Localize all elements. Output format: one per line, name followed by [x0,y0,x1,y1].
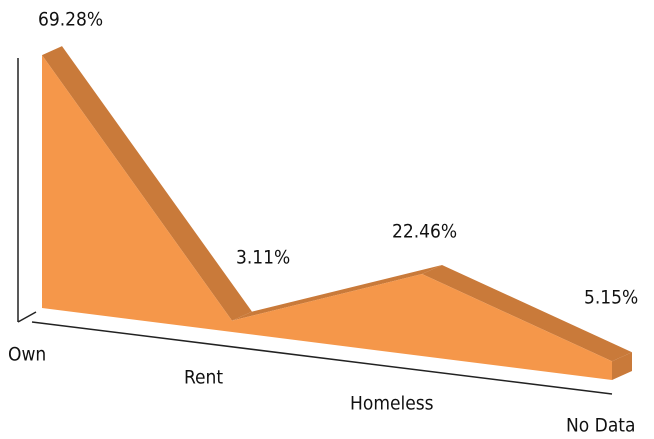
area-top [232,265,442,321]
area-side [612,352,632,380]
data-label: 22.46% [392,221,457,243]
area-top [42,46,252,321]
x-tick-label: Own [8,344,46,366]
area [42,55,612,381]
data-label: 69.28% [38,9,103,31]
floor-edge [17,311,37,323]
data-label: 3.11% [236,247,290,269]
data-label: 5.15% [584,287,638,309]
area-top [422,265,632,362]
x-tick-label: Homeless [350,393,434,415]
x-tick-label: Rent [184,367,223,389]
category-axis [31,321,613,395]
x-tick-label: No Data [566,415,635,437]
